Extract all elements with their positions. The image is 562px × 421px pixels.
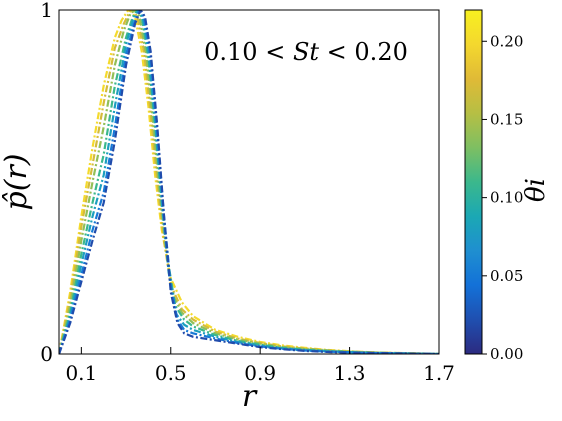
colorbar-tick-label: 0.20 bbox=[490, 32, 523, 50]
colorbar bbox=[464, 9, 483, 355]
x-tick-label: 1.7 bbox=[423, 361, 455, 385]
plot-area bbox=[59, 10, 439, 354]
x-tick-label: 1.3 bbox=[334, 361, 366, 385]
series-line bbox=[59, 10, 439, 354]
series-layer bbox=[59, 10, 439, 354]
colorbar-tick-label: 0.10 bbox=[490, 189, 523, 207]
series-line bbox=[59, 10, 439, 354]
x-tick-label: 0.5 bbox=[155, 361, 187, 385]
x-axis-label: r bbox=[242, 379, 258, 414]
x-tick-label: 0.9 bbox=[244, 361, 276, 385]
x-tick-label: 0.1 bbox=[65, 361, 97, 385]
plot-frame bbox=[58, 9, 440, 355]
y-axis-ticks: 01 bbox=[40, 0, 66, 366]
colorbar-tick-label: 0.05 bbox=[490, 267, 523, 285]
chart-annotation: 0.10 < St < 0.20 bbox=[204, 38, 408, 66]
colorbar-ticks: 0.00 0.05 0.10 0.15 0.20 bbox=[482, 32, 523, 363]
y-axis-label: p̂(r) bbox=[0, 154, 34, 211]
x-axis-ticks: 0.1 0.5 0.9 1.3 1.7 bbox=[65, 347, 455, 385]
colorbar-tick-label: 0.00 bbox=[490, 345, 523, 363]
y-tick-label: 0 bbox=[40, 342, 53, 366]
y-tick-label: 1 bbox=[40, 0, 53, 22]
colorbar-tick-label: 0.15 bbox=[490, 110, 523, 128]
colorbar-label: θi bbox=[521, 178, 551, 202]
